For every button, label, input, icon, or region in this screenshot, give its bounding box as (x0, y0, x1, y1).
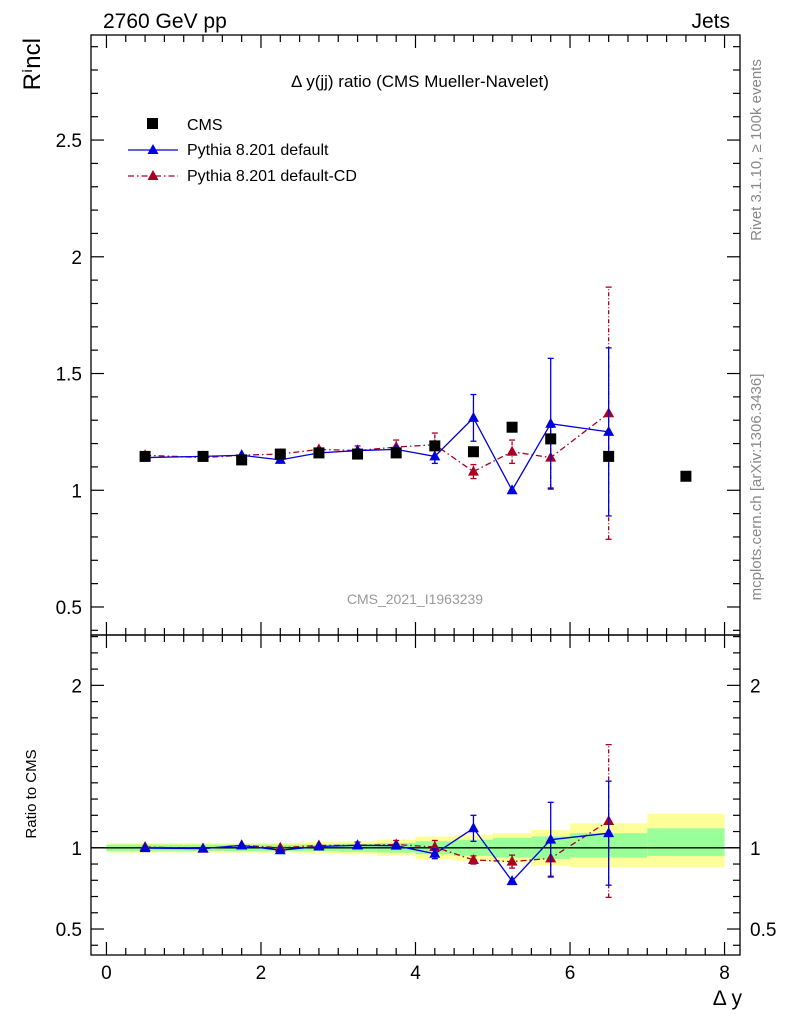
ratio-frame (90, 634, 741, 956)
ratio-pythia-default-point (506, 875, 518, 886)
ratio-panel: 0.5 0.5 1 1 2 2 0 2 4 6 8 Ratio to CMS Δ y (23, 634, 776, 1010)
legend-marker-pythia-default (147, 144, 159, 154)
energy-label: 2760 GeV pp (103, 10, 227, 33)
ratio-axis-ticks: 0.5 0.5 1 1 2 2 0 2 4 6 8 (56, 635, 776, 984)
legend-entry-cms: CMS (147, 117, 223, 134)
ratio-pythia-default-point (467, 822, 479, 833)
x-tick-label: 6 (565, 963, 576, 984)
pythia-default-point (429, 450, 441, 461)
plot-title: Δ y(jj) ratio (CMS Mueller-Navelet) (291, 72, 549, 91)
main-y-tick-label: 2.5 (56, 131, 82, 152)
x-tick-label: 2 (256, 963, 267, 984)
main-axis-ticks: 0.5 1 1.5 2 2.5 (56, 35, 740, 635)
pythia-default-point (603, 425, 615, 436)
legend-entry-pythia-default: Pythia 8.201 default (128, 142, 329, 159)
ratio-pythia-default-point (603, 827, 615, 838)
main-y-axis-label: Rⁱncl (19, 38, 46, 90)
ratio-pythia-default-point (545, 833, 557, 844)
x-tick-label: 8 (719, 963, 730, 984)
watermark: CMS_2021_I1963239 (347, 591, 483, 607)
pythia-default-point (545, 417, 557, 428)
ratio-y-tick-label-right: 0.5 (750, 920, 776, 941)
legend-label-pythia-default: Pythia 8.201 default (187, 142, 329, 159)
ratio-y-tick-label: 1 (71, 839, 82, 860)
ratio-pythia-default-point (236, 839, 248, 850)
legend-marker-cms (147, 118, 158, 129)
main-y-tick-label: 0.5 (56, 598, 82, 619)
process-label: Jets (691, 10, 730, 33)
cms-point (139, 450, 151, 462)
cms-point (545, 433, 557, 445)
ratio-y-tick-label-right: 1 (750, 839, 761, 860)
pythia-cd-point (467, 465, 479, 476)
main-y-tick-label: 1.5 (56, 365, 82, 386)
ratio-pythia-default-point (274, 844, 286, 855)
main-panel: 0.5 1 1.5 2 2.5 Rⁱncl Δ y(jj) ratio (CMS Mue… (19, 34, 741, 636)
ratio-pythia-cd-point (467, 853, 479, 864)
cms-point (680, 470, 692, 482)
ratio-pythia-default-point (313, 840, 325, 851)
ratio-y-tick-label: 2 (71, 676, 82, 697)
legend: CMS Pythia 8.201 default Pythia 8.201 de… (128, 117, 357, 185)
legend-entry-pythia-cd: Pythia 8.201 default-CD (128, 168, 357, 185)
x-tick-label: 4 (410, 963, 421, 984)
cms-point (467, 446, 479, 458)
cms-point (352, 448, 364, 460)
main-data-layer (139, 286, 692, 540)
ratio-pythia-cd-point (506, 855, 518, 866)
pythia-cd-point (506, 445, 518, 456)
ratio-pythia-default-point (352, 839, 364, 850)
ratio-pythia-default-point (197, 842, 209, 853)
ratio-pythia-default-point (390, 839, 402, 850)
cms-point (506, 421, 518, 433)
ratio-y-tick-label-right: 2 (750, 676, 761, 697)
cms-point (197, 450, 209, 462)
main-y-tick-label: 2 (71, 248, 82, 269)
ratio-y-axis-label: Ratio to CMS (23, 749, 40, 838)
legend-label-pythia-cd: Pythia 8.201 default-CD (187, 168, 357, 185)
legend-label-cms: CMS (187, 117, 223, 134)
cms-point (236, 454, 248, 466)
ratio-pythia-default-point (139, 842, 151, 853)
cms-point (274, 448, 286, 460)
main-y-tick-label: 1 (71, 481, 82, 502)
cms-point (390, 447, 402, 459)
pythia-default-line (145, 416, 609, 492)
ratio-pythia-default-line (145, 827, 609, 883)
rivet-label: Rivet 3.1.10, ≥ 100k events (748, 59, 765, 241)
mcplots-label: mcplots.cern.ch [arXiv:1306.3436] (748, 374, 765, 601)
cms-point (429, 440, 441, 452)
legend-marker-pythia-cd (147, 170, 159, 180)
cms-point (313, 447, 325, 459)
ratio-y-tick-label: 0.5 (56, 920, 82, 941)
cms-point (603, 450, 615, 462)
pythia-default-point (467, 411, 479, 422)
pythia-default-point (506, 484, 518, 495)
ratio-data-layer (91, 743, 740, 898)
ratio-pythia-default-point (429, 847, 441, 858)
x-axis-label: Δ y (713, 987, 743, 1010)
ratio-band-green (647, 828, 725, 856)
x-tick-label: 0 (101, 963, 112, 984)
